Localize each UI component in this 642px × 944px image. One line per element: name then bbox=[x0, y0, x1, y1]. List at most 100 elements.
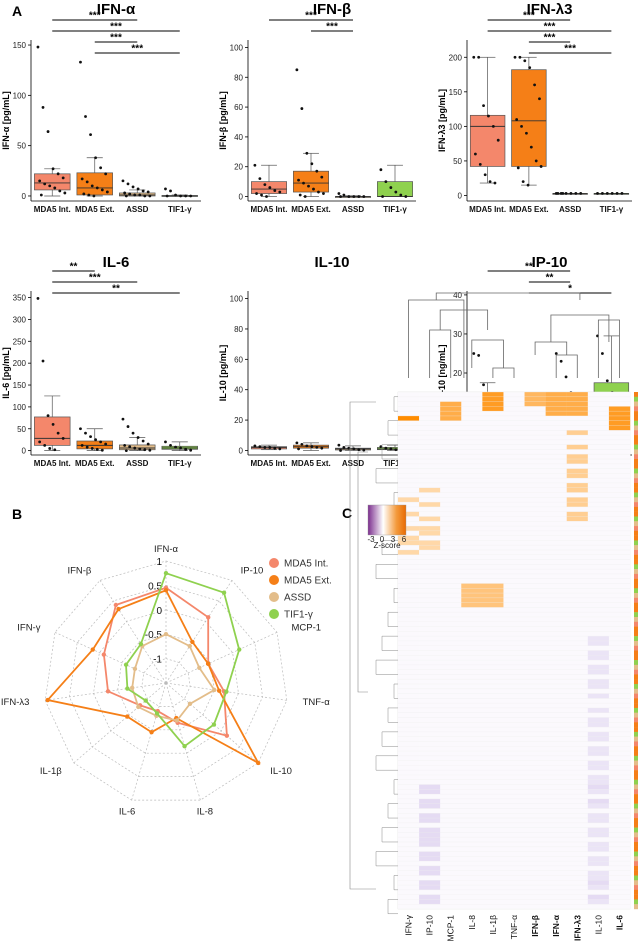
heatmap-cell bbox=[503, 459, 525, 465]
data-point bbox=[538, 97, 541, 101]
data-point bbox=[518, 55, 522, 59]
y-tick-label: 30 bbox=[453, 330, 462, 339]
heatmap-cell bbox=[503, 679, 525, 685]
y-tick-label: 20 bbox=[234, 163, 243, 172]
radar-tick-label: 0.5 bbox=[148, 581, 162, 592]
heatmap-cell bbox=[398, 454, 420, 460]
heatmap-cell bbox=[440, 664, 462, 670]
row-group-bar bbox=[634, 727, 638, 733]
heatmap-cell bbox=[587, 655, 610, 661]
row-group-bar bbox=[634, 751, 638, 757]
data-point bbox=[339, 449, 342, 452]
heatmap-cell bbox=[461, 459, 483, 465]
panel-label-b: B bbox=[12, 506, 22, 522]
heatmap-cell bbox=[503, 554, 525, 560]
row-group-bar bbox=[634, 880, 638, 886]
y-tick-label: 80 bbox=[234, 73, 243, 82]
row-group-bar bbox=[634, 784, 638, 790]
heatmap-cell bbox=[440, 492, 462, 498]
y-tick-label: 100 bbox=[230, 295, 244, 304]
data-point bbox=[148, 448, 152, 452]
radar-spoke bbox=[131, 682, 167, 801]
heatmap-cell bbox=[587, 751, 610, 757]
data-point bbox=[307, 184, 310, 188]
heatmap-cell bbox=[398, 540, 420, 546]
heatmap-cell bbox=[587, 473, 610, 479]
heatmap-cell bbox=[419, 597, 441, 603]
data-point bbox=[53, 186, 57, 190]
data-point bbox=[379, 168, 383, 172]
data-point bbox=[569, 191, 573, 195]
heatmap-cell bbox=[524, 497, 546, 503]
data-point bbox=[179, 446, 182, 450]
heatmap-cell bbox=[461, 636, 483, 642]
data-point bbox=[95, 447, 99, 451]
heatmap-cell bbox=[398, 841, 420, 847]
heatmap-cell bbox=[419, 684, 441, 689]
box bbox=[119, 444, 156, 451]
heatmap-cell bbox=[398, 741, 420, 747]
heatmap-cell bbox=[503, 463, 525, 469]
data-point bbox=[303, 195, 307, 198]
radar-point bbox=[125, 714, 130, 719]
heatmap-cell bbox=[440, 707, 462, 713]
heatmap-cell bbox=[482, 564, 504, 570]
heatmap-cell bbox=[566, 894, 589, 900]
heatmap-cell bbox=[461, 789, 483, 795]
y-tick-label: 40 bbox=[453, 291, 462, 300]
heatmap-cell bbox=[566, 506, 589, 512]
heatmap-cell bbox=[608, 822, 631, 828]
y-axis-label: IFN-β [pg/mL] bbox=[218, 91, 228, 149]
heatmap-cell bbox=[461, 430, 483, 436]
heatmap-cell bbox=[503, 530, 525, 536]
heatmap-cell bbox=[419, 808, 441, 814]
heatmap-cell bbox=[398, 535, 420, 541]
heatmap-cell bbox=[608, 827, 631, 833]
heatmap-cell bbox=[419, 856, 441, 862]
heatmap-cell bbox=[566, 712, 589, 718]
heatmap-cell bbox=[482, 516, 504, 522]
heatmap-cell bbox=[587, 707, 610, 713]
heatmap-cell bbox=[461, 392, 483, 397]
row-group-bar bbox=[634, 545, 638, 551]
heatmap-cell bbox=[461, 736, 483, 742]
row-group-bar bbox=[634, 593, 638, 599]
heatmap-cell bbox=[545, 770, 567, 776]
data-point bbox=[347, 446, 351, 450]
radar-ring bbox=[117, 633, 215, 731]
data-point bbox=[315, 446, 319, 449]
data-point bbox=[126, 425, 130, 428]
heatmap-cell bbox=[545, 679, 567, 685]
heatmap-cell bbox=[419, 506, 441, 512]
data-point bbox=[615, 191, 619, 195]
heatmap-cell bbox=[587, 487, 610, 493]
heatmap-cell bbox=[608, 760, 631, 766]
heatmap-cell bbox=[398, 707, 420, 713]
heatmap-cell bbox=[503, 569, 525, 575]
heatmap-cell bbox=[587, 593, 610, 599]
data-point bbox=[104, 442, 108, 446]
heatmap-cell bbox=[566, 640, 589, 646]
heatmap-cell bbox=[461, 554, 483, 560]
radar-point bbox=[116, 606, 121, 612]
heatmap-cell bbox=[482, 774, 504, 780]
heatmap-cell bbox=[398, 420, 420, 426]
heatmap-cell bbox=[587, 616, 610, 622]
row-group-bar bbox=[634, 899, 638, 905]
heatmap-cell bbox=[482, 707, 504, 713]
data-point bbox=[297, 447, 300, 451]
chart-title: IFN-α bbox=[97, 1, 136, 18]
heatmap-cell bbox=[398, 415, 420, 421]
heatmap-cell bbox=[566, 454, 589, 460]
heatmap-cell bbox=[482, 789, 504, 795]
heatmap-cell bbox=[482, 593, 504, 599]
radar-point bbox=[187, 701, 193, 706]
data-point bbox=[84, 115, 87, 118]
heatmap-cell bbox=[503, 808, 525, 814]
heatmap-cell bbox=[524, 449, 546, 455]
heatmap-cell bbox=[482, 492, 504, 498]
heatmap-cell bbox=[419, 607, 441, 613]
heatmap-cell bbox=[482, 894, 504, 900]
heatmap-cell bbox=[524, 707, 546, 713]
row-group-bar bbox=[634, 463, 638, 469]
